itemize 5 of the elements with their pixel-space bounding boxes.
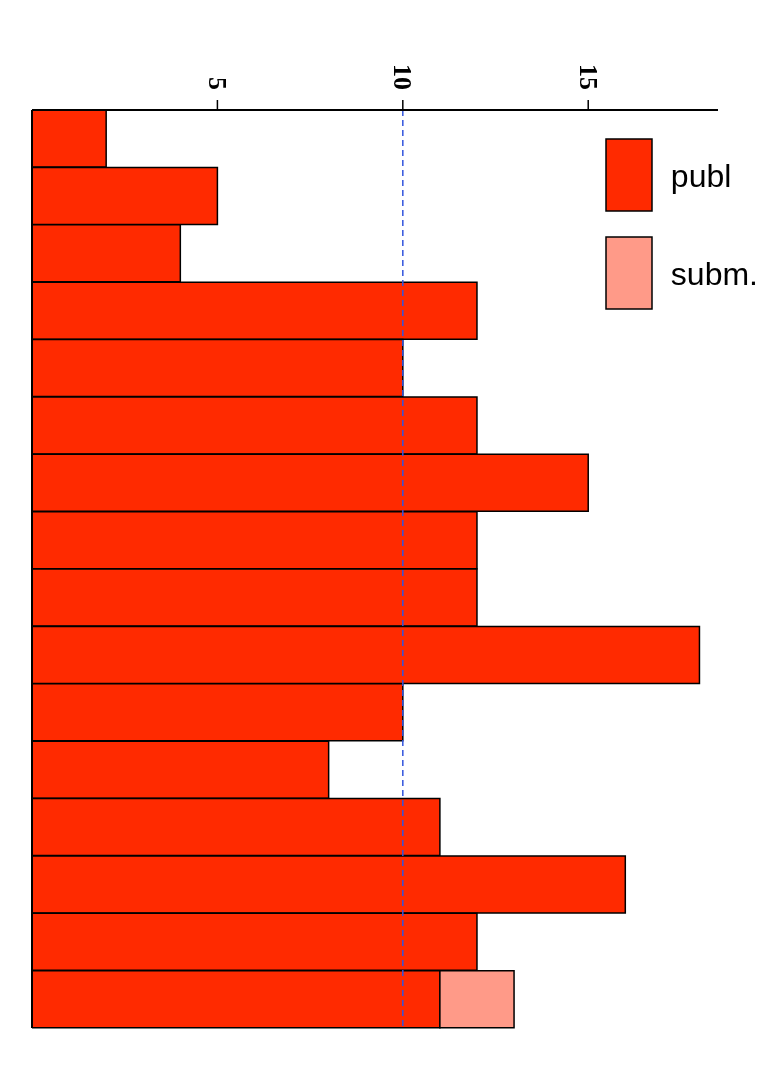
legend-label: publ bbox=[670, 157, 732, 195]
x-tick-label: 10 bbox=[388, 64, 418, 90]
legend-label: subm. bbox=[670, 255, 758, 293]
x-tick-label: 15 bbox=[573, 64, 603, 90]
x-tick-label: 5 bbox=[202, 77, 232, 90]
